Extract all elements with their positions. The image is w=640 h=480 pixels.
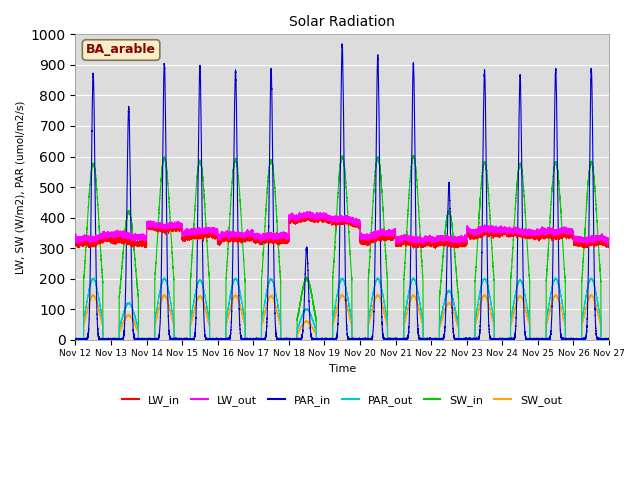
Line: SW_out: SW_out: [76, 295, 609, 340]
SW_out: [72, 336, 79, 342]
PAR_out: [473, 309, 481, 315]
PAR_in: [99, 337, 107, 343]
SW_out: [72, 337, 79, 343]
SW_out: [99, 337, 107, 343]
LW_in: [487, 228, 495, 234]
LW_out: [99, 231, 107, 237]
SW_in: [72, 337, 79, 343]
Line: LW_in: LW_in: [76, 214, 609, 249]
PAR_in: [487, 336, 495, 342]
Title: Solar Radiation: Solar Radiation: [289, 15, 395, 29]
PAR_out: [500, 337, 508, 343]
LW_out: [500, 227, 508, 232]
PAR_in: [339, 41, 346, 47]
LW_in: [500, 228, 508, 234]
PAR_out: [72, 337, 79, 343]
SW_in: [500, 337, 508, 343]
Line: PAR_in: PAR_in: [76, 44, 609, 340]
PAR_in: [473, 337, 481, 343]
SW_in: [99, 337, 107, 343]
LW_in: [99, 237, 107, 242]
LW_out: [487, 225, 495, 231]
SW_in: [72, 337, 79, 343]
PAR_out: [487, 300, 495, 305]
LW_in: [412, 240, 420, 246]
SW_out: [412, 296, 420, 302]
LW_in: [72, 240, 79, 245]
SW_out: [605, 337, 613, 343]
LW_out: [306, 208, 314, 214]
PAR_in: [500, 336, 508, 342]
LW_out: [604, 242, 611, 248]
LW_in: [473, 234, 481, 240]
PAR_in: [508, 336, 515, 342]
SW_in: [605, 337, 613, 343]
PAR_in: [412, 250, 420, 255]
PAR_out: [508, 313, 515, 319]
Y-axis label: LW, SW (W/m2), PAR (umol/m2/s): LW, SW (W/m2), PAR (umol/m2/s): [15, 100, 25, 274]
Text: BA_arable: BA_arable: [86, 44, 156, 57]
X-axis label: Time: Time: [328, 364, 356, 374]
LW_out: [473, 228, 481, 234]
PAR_out: [552, 275, 560, 281]
LW_in: [605, 243, 613, 249]
PAR_out: [99, 336, 107, 342]
Line: LW_out: LW_out: [76, 211, 609, 245]
PAR_out: [72, 337, 79, 343]
PAR_out: [605, 337, 613, 343]
PAR_in: [72, 337, 79, 343]
SW_out: [473, 317, 481, 323]
SW_out: [508, 319, 515, 325]
LW_out: [72, 239, 79, 244]
LW_out: [605, 238, 613, 244]
PAR_out: [412, 281, 420, 287]
SW_out: [487, 310, 495, 316]
Line: PAR_out: PAR_out: [76, 278, 609, 340]
LW_out: [412, 236, 420, 242]
SW_out: [161, 292, 168, 298]
SW_in: [473, 255, 481, 261]
LW_in: [431, 246, 439, 252]
SW_in: [410, 153, 417, 158]
LW_in: [303, 211, 311, 217]
LW_out: [508, 226, 515, 232]
Legend: LW_in, LW_out, PAR_in, PAR_out, SW_in, SW_out: LW_in, LW_out, PAR_in, PAR_out, SW_in, S…: [118, 391, 566, 410]
SW_in: [487, 231, 495, 237]
Line: SW_in: SW_in: [76, 156, 609, 340]
SW_in: [412, 168, 420, 174]
SW_in: [508, 265, 515, 271]
SW_out: [500, 337, 508, 343]
LW_in: [508, 229, 515, 235]
PAR_in: [605, 337, 613, 343]
